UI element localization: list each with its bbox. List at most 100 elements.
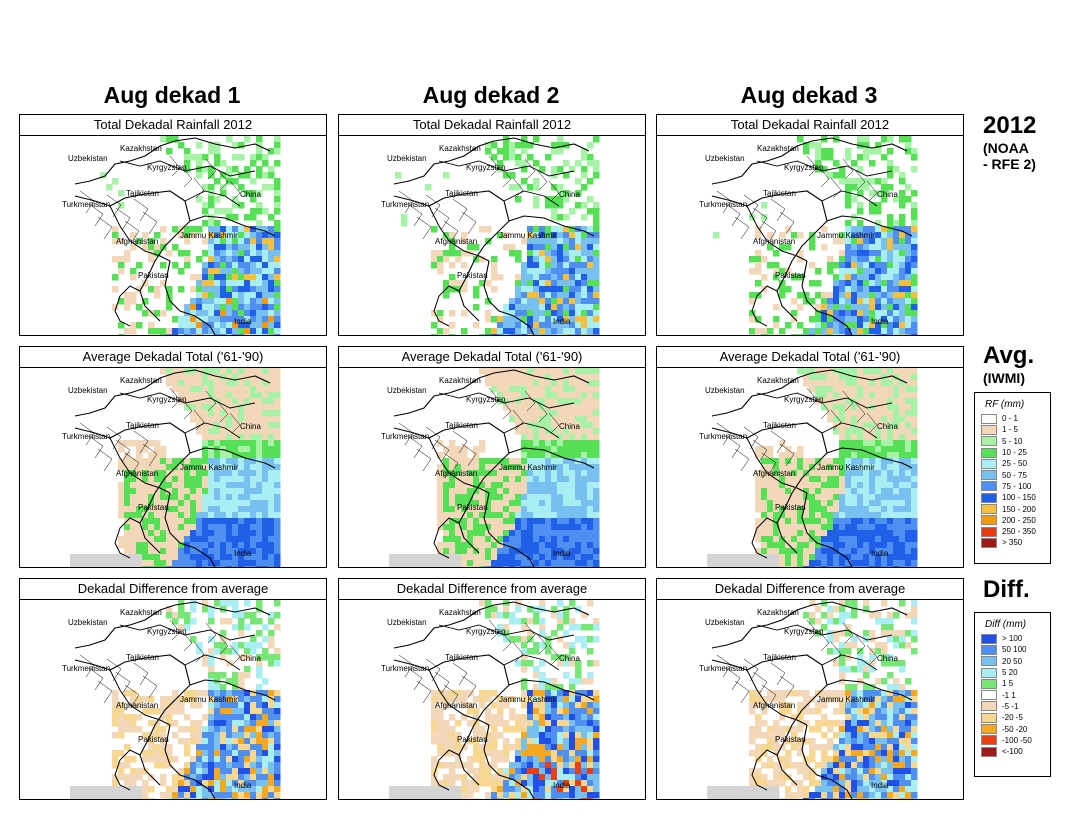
country-label: India [871, 317, 889, 326]
diff-legend-item: <-100 [981, 746, 1050, 757]
rf-legend-item: 200 - 250 [981, 515, 1050, 526]
country-borders [393, 601, 595, 799]
rainfall-map: Kazakhstan Uzbekistan Kyrgyzstan Tajikistan… [381, 600, 600, 799]
diff-legend-label: 1 5 [1002, 679, 1014, 689]
diff-legend-swatch [981, 656, 997, 667]
rainfall-map: Kazakhstan Uzbekistan Kyrgyzstan Tajikistan… [62, 136, 281, 335]
rainfall-map: Kazakhstan Uzbekistan Kyrgyzstan Tajikistan… [699, 368, 918, 567]
diff-legend-swatch [981, 746, 997, 757]
country-label: Tajikistan [126, 421, 159, 430]
panel-title: Dekadal Difference from average [657, 579, 963, 600]
country-label: India [234, 549, 252, 558]
country-label: China [559, 422, 580, 431]
diff-legend-item: -1 1 [981, 689, 1050, 701]
map-panel: Dekadal Difference from average Kazakhsta… [19, 578, 327, 800]
country-label: Jammu Kashmir [180, 231, 238, 240]
country-label: Turkmenistan [699, 664, 747, 673]
rf-legend-item: 50 - 75 [981, 469, 1050, 481]
rf-legend-item: > 350 [981, 537, 1050, 548]
country-label: Uzbekistan [387, 386, 427, 395]
panel-title: Total Dekadal Rainfall 2012 [657, 115, 963, 136]
country-label: Pakistan [457, 271, 488, 280]
panel-title: Total Dekadal Rainfall 2012 [20, 115, 326, 136]
rf-legend-swatch [981, 515, 997, 526]
rf-legend-label: 50 - 75 [1002, 470, 1027, 480]
rf-legend-item: 10 - 25 [981, 447, 1050, 458]
rf-legend-label: 0 - 1 [1002, 414, 1019, 424]
country-borders [711, 137, 913, 335]
rf-legend-item: 75 - 100 [981, 481, 1050, 492]
column-title-2: Aug dekad 2 [422, 82, 560, 108]
country-label: Jammu Kashmir [817, 231, 875, 240]
country-label: Afghanistan [753, 701, 795, 710]
rainfall-map: Kazakhstan Uzbekistan Kyrgyzstan Tajikistan… [62, 600, 281, 799]
rf-legend-label: 75 - 100 [1002, 481, 1032, 491]
rainfall-map: Kazakhstan Uzbekistan Kyrgyzstan Tajikistan… [62, 368, 281, 567]
panel-title: Dekadal Difference from average [20, 579, 326, 600]
country-label: India [553, 317, 571, 326]
diff-legend-label: -20 -5 [1002, 713, 1023, 723]
rf-legend-label: > 350 [1002, 538, 1023, 548]
panel-title: Average Dekadal Total ('61-'90) [20, 347, 326, 368]
country-label: Afghanistan [753, 237, 795, 246]
country-label: Afghanistan [116, 237, 158, 246]
country-borders [711, 369, 913, 567]
country-label: Uzbekistan [68, 154, 108, 163]
country-label: Pakistan [457, 503, 488, 512]
country-label: Jammu Kashmir [499, 463, 557, 472]
country-label: Jammu Kashmir [180, 463, 238, 472]
country-label: Jammu Kashmir [817, 463, 875, 472]
country-label: Kazakhstan [439, 608, 481, 617]
country-label: Afghanistan [753, 469, 795, 478]
country-label: Kazakhstan [757, 144, 799, 153]
country-borders [74, 137, 276, 335]
country-label: Turkmenistan [62, 664, 110, 673]
panel-title: Average Dekadal Total ('61-'90) [657, 347, 963, 368]
country-label: Pakistan [775, 735, 806, 744]
rainfall-map: Kazakhstan Uzbekistan Kyrgyzstan Tajikistan… [381, 136, 600, 335]
diff-legend-swatch [981, 690, 997, 701]
panel-title: Average Dekadal Total ('61-'90) [339, 347, 645, 368]
rf-legend-swatch [981, 424, 997, 435]
country-label: Kyrgyzstan [147, 395, 187, 404]
rf-legend-swatch [981, 492, 997, 503]
country-label: Kyrgyzstan [784, 163, 824, 172]
diff-legend-label: -5 -1 [1002, 701, 1019, 711]
country-label: Afghanistan [435, 701, 477, 710]
rf-legend-swatch [981, 481, 997, 492]
country-label: India [871, 781, 889, 790]
country-label: India [871, 549, 889, 558]
rf-legend-swatch [981, 458, 997, 469]
rf-legend-item: 150 - 200 [981, 503, 1050, 515]
country-label: Pakistan [138, 271, 169, 280]
country-label: Uzbekistan [68, 386, 108, 395]
diff-legend-label: 20 50 [1002, 656, 1023, 666]
country-label: Tajikistan [445, 421, 478, 430]
rf-legend-label: 200 - 250 [1002, 515, 1036, 525]
country-label: China [240, 654, 261, 663]
panel-title: Total Dekadal Rainfall 2012 [339, 115, 645, 136]
rf-legend-label: 100 - 150 [1002, 493, 1036, 503]
country-label: Kyrgyzstan [466, 163, 506, 172]
diff-legend-item: 20 50 [981, 656, 1050, 667]
country-label: Turkmenistan [699, 200, 747, 209]
rf-legend-item: 25 - 50 [981, 458, 1050, 469]
diff-legend: Diff (mm) > 100 50 100 20 50 5 20 1 5 -1 1 -5 … [974, 612, 1051, 777]
country-label: Turkmenistan [62, 432, 110, 441]
country-label: Afghanistan [116, 469, 158, 478]
country-label: Turkmenistan [699, 432, 747, 441]
diff-legend-item: > 100 [981, 633, 1050, 644]
rf-legend-swatch [981, 470, 997, 481]
rf-legend-swatch [981, 413, 997, 424]
diff-legend-item: -50 -20 [981, 723, 1050, 735]
diff-legend-swatch [981, 644, 997, 655]
country-label: Pakistan [775, 503, 806, 512]
rf-legend-swatch [981, 537, 997, 548]
country-label: Uzbekistan [705, 618, 745, 627]
diff-legend-label: 5 20 [1002, 668, 1018, 678]
map-panel: Average Dekadal Total ('61-'90) Kazakhsta… [338, 346, 646, 568]
rf-legend-label: 150 - 200 [1002, 504, 1036, 514]
column-title-1: Aug dekad 1 [103, 82, 241, 108]
row-label-2012: 2012 [983, 112, 1037, 139]
